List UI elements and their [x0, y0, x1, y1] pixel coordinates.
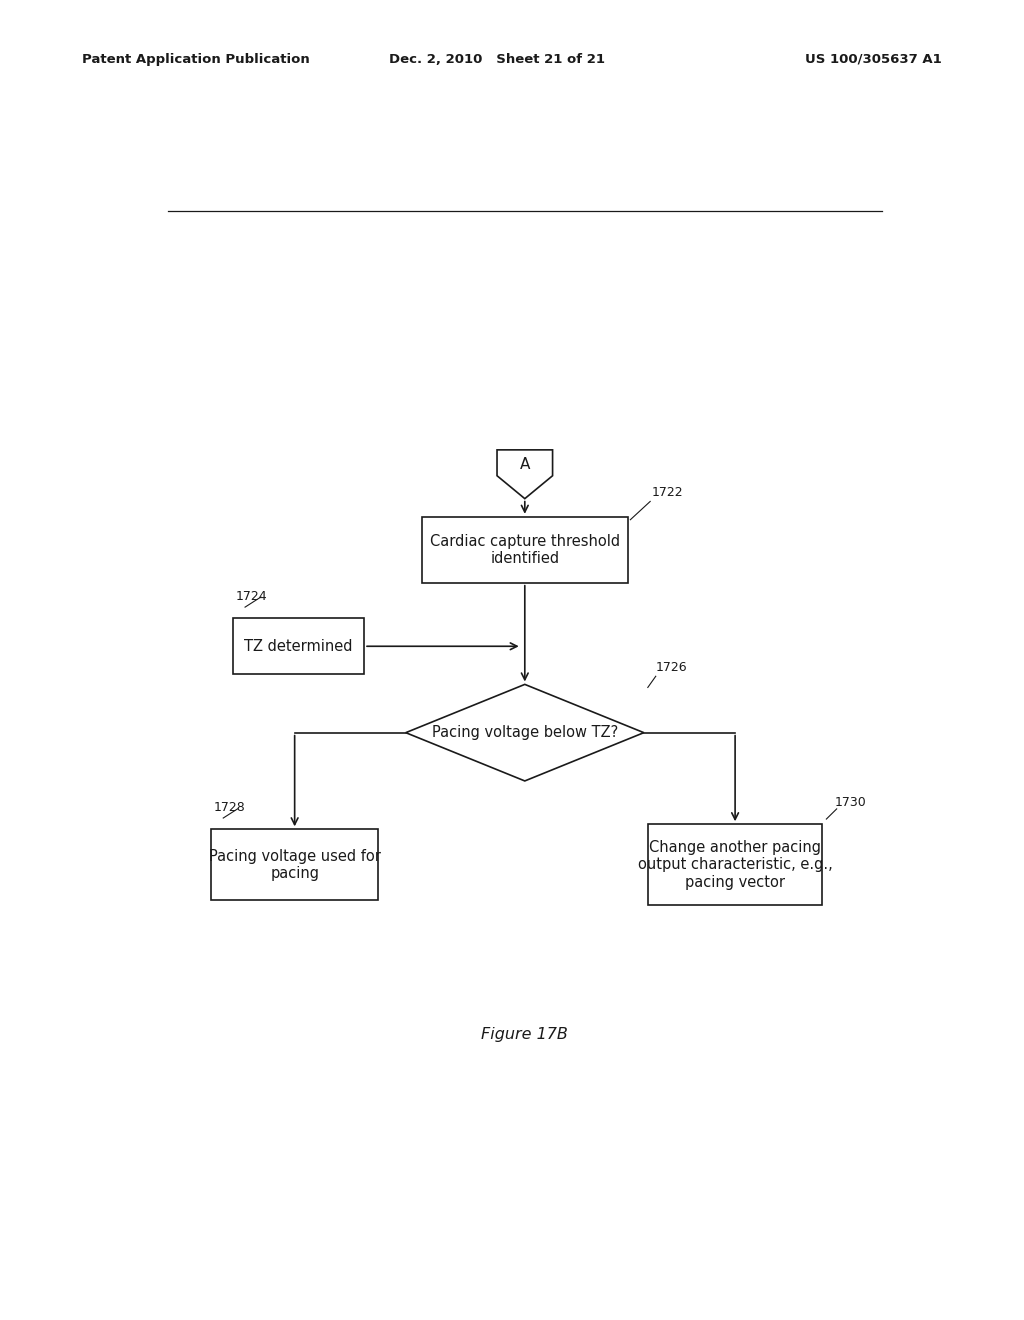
Polygon shape — [497, 450, 553, 499]
Text: TZ determined: TZ determined — [245, 639, 353, 653]
Text: 1728: 1728 — [214, 801, 246, 814]
Text: 1724: 1724 — [236, 590, 267, 603]
Bar — [648, 824, 822, 906]
Text: US 100/305637 A1: US 100/305637 A1 — [805, 53, 942, 66]
Text: 1726: 1726 — [655, 661, 687, 675]
Text: Cardiac capture threshold
identified: Cardiac capture threshold identified — [430, 533, 620, 566]
Text: Dec. 2, 2010   Sheet 21 of 21: Dec. 2, 2010 Sheet 21 of 21 — [389, 53, 605, 66]
Text: Change another pacing
output characteristic, e.g.,
pacing vector: Change another pacing output characteris… — [638, 840, 833, 890]
Text: A: A — [519, 457, 530, 473]
Text: 1722: 1722 — [652, 486, 683, 499]
Text: 1730: 1730 — [835, 796, 866, 809]
Text: Patent Application Publication: Patent Application Publication — [82, 53, 309, 66]
Text: Pacing voltage used for
pacing: Pacing voltage used for pacing — [209, 849, 381, 880]
Bar — [233, 618, 365, 675]
Bar — [211, 829, 378, 900]
Text: Figure 17B: Figure 17B — [481, 1027, 568, 1041]
Polygon shape — [406, 684, 644, 781]
Text: Pacing voltage below TZ?: Pacing voltage below TZ? — [432, 725, 617, 741]
Bar — [422, 516, 628, 582]
